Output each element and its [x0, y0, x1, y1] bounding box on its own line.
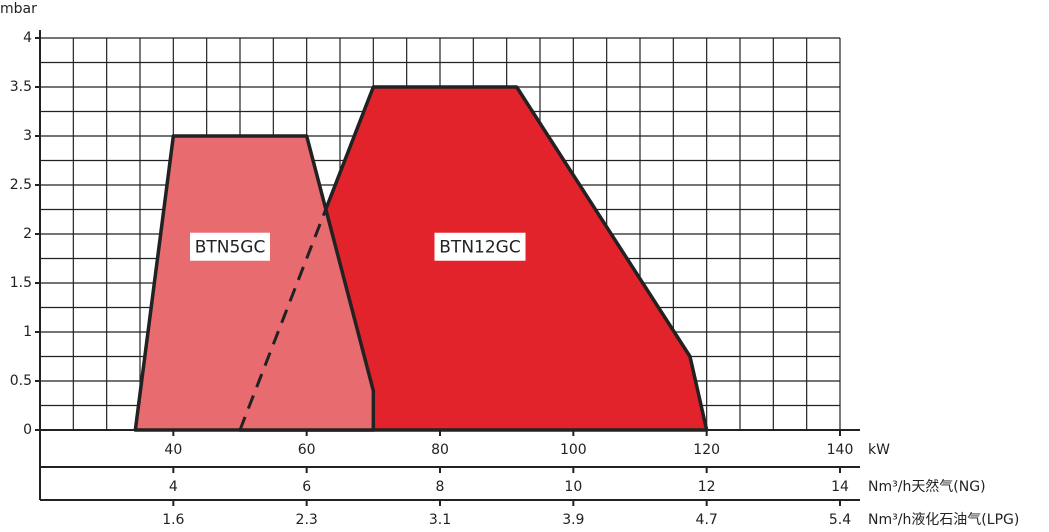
- label-box: [190, 232, 270, 261]
- x-tick-label: 8: [436, 479, 445, 495]
- x-tick-label: 40: [164, 442, 182, 458]
- y-tick-label: 3: [23, 128, 32, 144]
- x-tick-label: 1.6: [162, 512, 184, 528]
- y-tick-label: 0.5: [10, 373, 32, 389]
- y-axis-label: mbar: [0, 1, 37, 17]
- x-tick-label: 12: [698, 479, 716, 495]
- x-tick-label: 14: [831, 479, 849, 495]
- x-tick-label: 60: [298, 442, 316, 458]
- x-tick-label: 120: [693, 442, 720, 458]
- x-tick-label: 80: [431, 442, 449, 458]
- x-tick-label: 140: [827, 442, 854, 458]
- x-tick-label: 100: [560, 442, 587, 458]
- y-tick-label: 4: [23, 30, 32, 46]
- x-tick-label: 5.4: [829, 512, 851, 528]
- y-tick-label: 2.5: [10, 177, 32, 193]
- x-tick-label: 10: [564, 479, 582, 495]
- y-tick-label: 1.5: [10, 275, 32, 291]
- x-tick-label: 4.7: [696, 512, 718, 528]
- label-box: [434, 232, 526, 261]
- y-tick-label: 1: [23, 324, 32, 340]
- y-tick-label: 2: [23, 226, 32, 242]
- hidden-edge: [238, 86, 375, 431]
- series-label: BTN12GC: [439, 238, 520, 258]
- x-tick-label: 6: [302, 479, 311, 495]
- x-axis-label: kW: [868, 442, 890, 458]
- x-tick-label: 2.3: [296, 512, 318, 528]
- secondary-axis-label: Nm³/h液化石油气(LPG): [868, 512, 1019, 528]
- series-label: BTN5GC: [195, 238, 266, 258]
- x-tick-label: 4: [169, 479, 178, 495]
- x-tick-label: 3.1: [429, 512, 451, 528]
- y-tick-label: 0: [23, 422, 32, 438]
- x-tick-label: 3.9: [562, 512, 584, 528]
- y-tick-label: 3.5: [10, 79, 32, 95]
- secondary-axis-label: Nm³/h天然气(NG): [868, 478, 986, 495]
